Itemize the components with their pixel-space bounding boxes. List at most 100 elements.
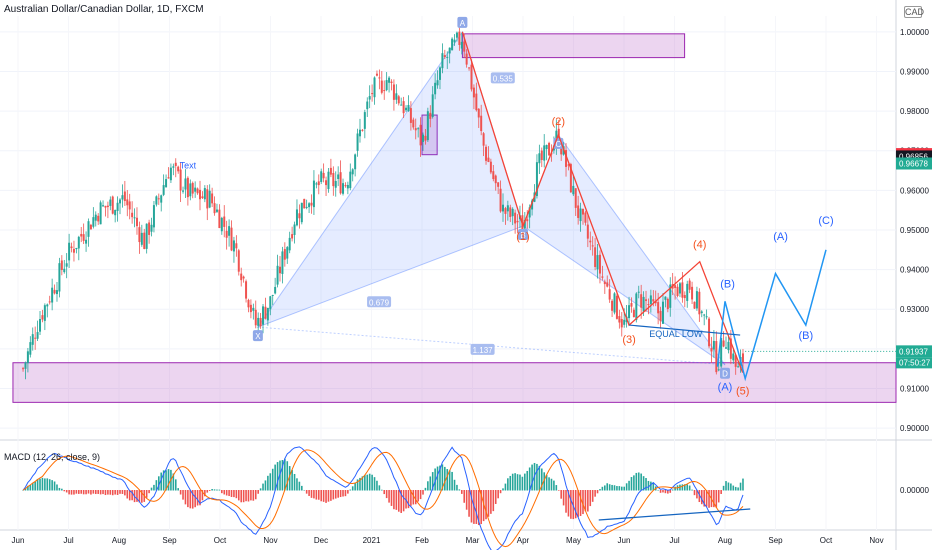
macd-bar <box>46 478 49 491</box>
macd-bar <box>240 490 243 503</box>
candle-body <box>354 154 357 170</box>
macd-bar <box>470 490 473 523</box>
candle-body <box>99 202 102 225</box>
candle-body <box>485 146 488 161</box>
macd-bar <box>383 490 386 495</box>
macd-bar <box>313 490 315 499</box>
candle-body <box>143 232 146 249</box>
candle-body <box>196 188 199 194</box>
macd-bar <box>487 490 490 517</box>
candle-body <box>720 337 723 367</box>
candle-body <box>577 205 580 218</box>
candle-body <box>342 183 345 194</box>
macd-bar <box>315 490 318 500</box>
macd-bar <box>373 477 376 491</box>
macd-bar <box>298 481 301 491</box>
x-tick-label: Oct <box>214 536 227 545</box>
candle-body <box>635 293 638 320</box>
macd-bar <box>720 490 722 494</box>
candle-body <box>230 227 233 251</box>
candle-body <box>36 332 39 339</box>
candle-body <box>666 298 669 310</box>
macd-bar <box>111 490 114 496</box>
candle-body <box>722 340 725 347</box>
y-tick-label: 0.93000 <box>900 305 929 314</box>
macd-bar <box>356 479 359 491</box>
macd-bar <box>204 490 206 497</box>
macd-bar <box>705 490 708 507</box>
macd-bar <box>65 490 68 493</box>
candle-body <box>516 220 519 223</box>
candle-body <box>349 171 352 189</box>
macd-bar <box>557 490 560 491</box>
macd-bar <box>359 477 361 491</box>
candle-body <box>681 282 684 298</box>
macd-bar <box>468 490 470 517</box>
macd-bar <box>349 489 352 491</box>
impulse-wave-label: (3) <box>622 334 635 346</box>
candle-body <box>80 233 83 237</box>
x-tick-label: Aug <box>718 536 732 545</box>
macd-bar <box>221 490 223 494</box>
macd-bar <box>157 476 160 491</box>
candle-body <box>535 162 538 197</box>
macd-bar <box>107 490 109 495</box>
macd-bar <box>87 490 90 494</box>
macd-bar <box>671 489 674 491</box>
macd-bar <box>536 463 538 491</box>
candle-body <box>140 232 143 245</box>
macd-bar <box>494 490 497 504</box>
x-tick-label: Jun <box>618 536 631 545</box>
macd-bar <box>78 490 80 494</box>
candle-body <box>429 112 432 119</box>
macd-bar <box>642 476 645 491</box>
candle-body <box>497 182 500 187</box>
macd-bar <box>608 484 611 491</box>
candle-body <box>581 208 584 215</box>
candle-body <box>417 128 420 130</box>
candle-body <box>126 199 129 206</box>
macd-bar <box>713 490 715 508</box>
macd-bar <box>582 490 584 515</box>
macd-bar <box>434 468 436 491</box>
candle-body <box>664 296 667 300</box>
x-tick-label: Mar <box>466 536 480 545</box>
harmonic-ratio-badge <box>470 343 495 355</box>
candle-body <box>504 208 507 214</box>
candle-body <box>102 205 105 207</box>
macd-bar <box>553 480 555 491</box>
candle-body <box>63 268 66 273</box>
macd-bar <box>599 489 601 491</box>
macd-bar <box>637 472 640 491</box>
candle-body <box>138 227 141 243</box>
macd-bar <box>664 490 667 494</box>
candle-body <box>332 173 335 187</box>
macd-bar <box>247 490 250 502</box>
macd-bar <box>228 490 230 497</box>
candle-body <box>623 319 626 325</box>
macd-bar <box>674 486 676 491</box>
macd-bar <box>332 490 335 500</box>
macd-bar <box>291 469 293 491</box>
candle-body <box>657 302 660 314</box>
corrective-wave-label: (A) <box>718 381 733 393</box>
macd-bar <box>444 466 446 491</box>
macd-bar <box>211 488 213 491</box>
candle-body <box>199 189 202 200</box>
candle-body <box>252 307 255 311</box>
macd-bar <box>308 490 310 496</box>
candle-body <box>691 286 694 300</box>
harmonic-ratio-label: 0.535 <box>493 74 514 83</box>
macd-bar <box>102 490 104 495</box>
macd-bar <box>267 475 269 491</box>
candle-body <box>39 318 42 332</box>
macd-bar <box>623 486 626 491</box>
candle-body <box>152 205 155 228</box>
macd-bar <box>274 464 276 491</box>
harmonic-point-badge <box>720 367 730 379</box>
macd-bar <box>284 458 286 491</box>
candle-body <box>68 242 71 261</box>
chart-title: Australian Dollar/Canadian Dollar, 1D, F… <box>4 4 204 15</box>
